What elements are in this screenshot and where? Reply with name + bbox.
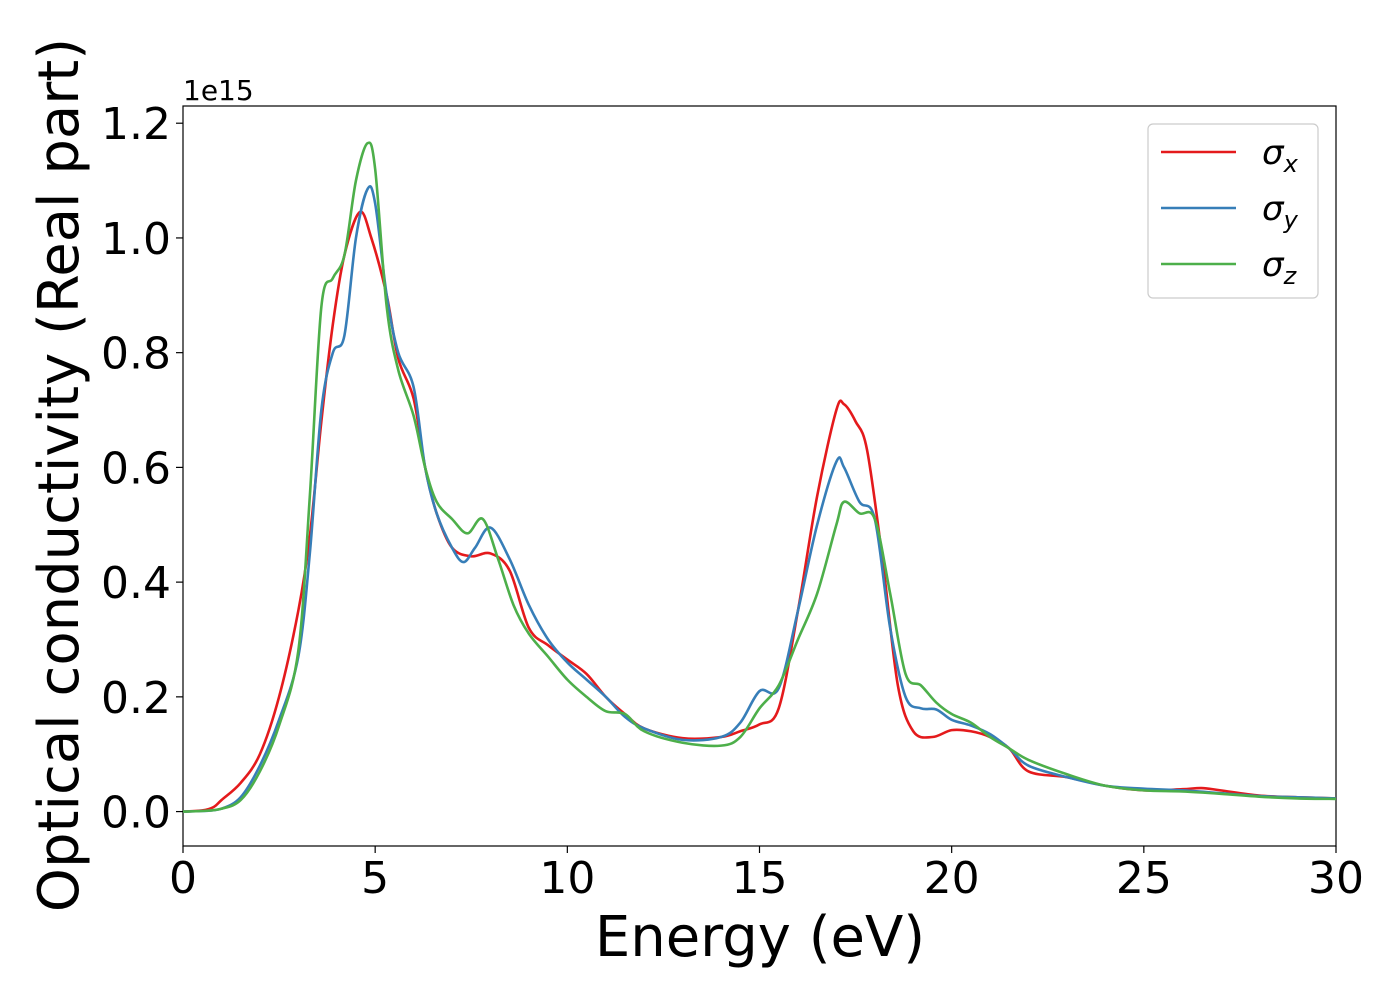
- x-tick-label: 0: [169, 853, 197, 904]
- legend-label-x: σx: [1262, 133, 1299, 178]
- y-tick-label: 0.0: [101, 788, 171, 839]
- x-tick-label: 20: [924, 853, 980, 904]
- x-tick-label: 25: [1116, 853, 1172, 904]
- x-axis-label: Energy (eV): [595, 905, 925, 970]
- y-axis-label: Optical conductivity (Real part): [27, 38, 92, 912]
- axes-layer: 0 5 10 15 20 25 30 0.0 0.2 0.4 0.6 0.8 1.0 1.2: [101, 99, 1364, 904]
- legend-label-y: σy: [1262, 189, 1299, 234]
- series-layer: [183, 141, 1336, 813]
- y-tick-label: 0.6: [101, 443, 171, 494]
- x-tick-label: 5: [361, 853, 389, 904]
- y-tick-label: 0.8: [101, 329, 171, 380]
- x-tick-label: 10: [539, 853, 595, 904]
- series-line-x: [183, 210, 1336, 813]
- legend: σx σy σz: [1147, 123, 1319, 299]
- legend-box: [1147, 123, 1319, 299]
- y-tick-label: 1.0: [101, 214, 171, 265]
- x-tick-label: 30: [1308, 853, 1364, 904]
- x-tick-label: 15: [732, 853, 788, 904]
- y-tick-label: 0.2: [101, 673, 171, 724]
- series-line-z: [183, 141, 1336, 813]
- y-offset-label: 1e15: [183, 74, 254, 107]
- y-tick-label: 1.2: [101, 99, 171, 150]
- legend-label-z: σz: [1262, 245, 1298, 290]
- y-tick-label: 0.4: [101, 558, 171, 609]
